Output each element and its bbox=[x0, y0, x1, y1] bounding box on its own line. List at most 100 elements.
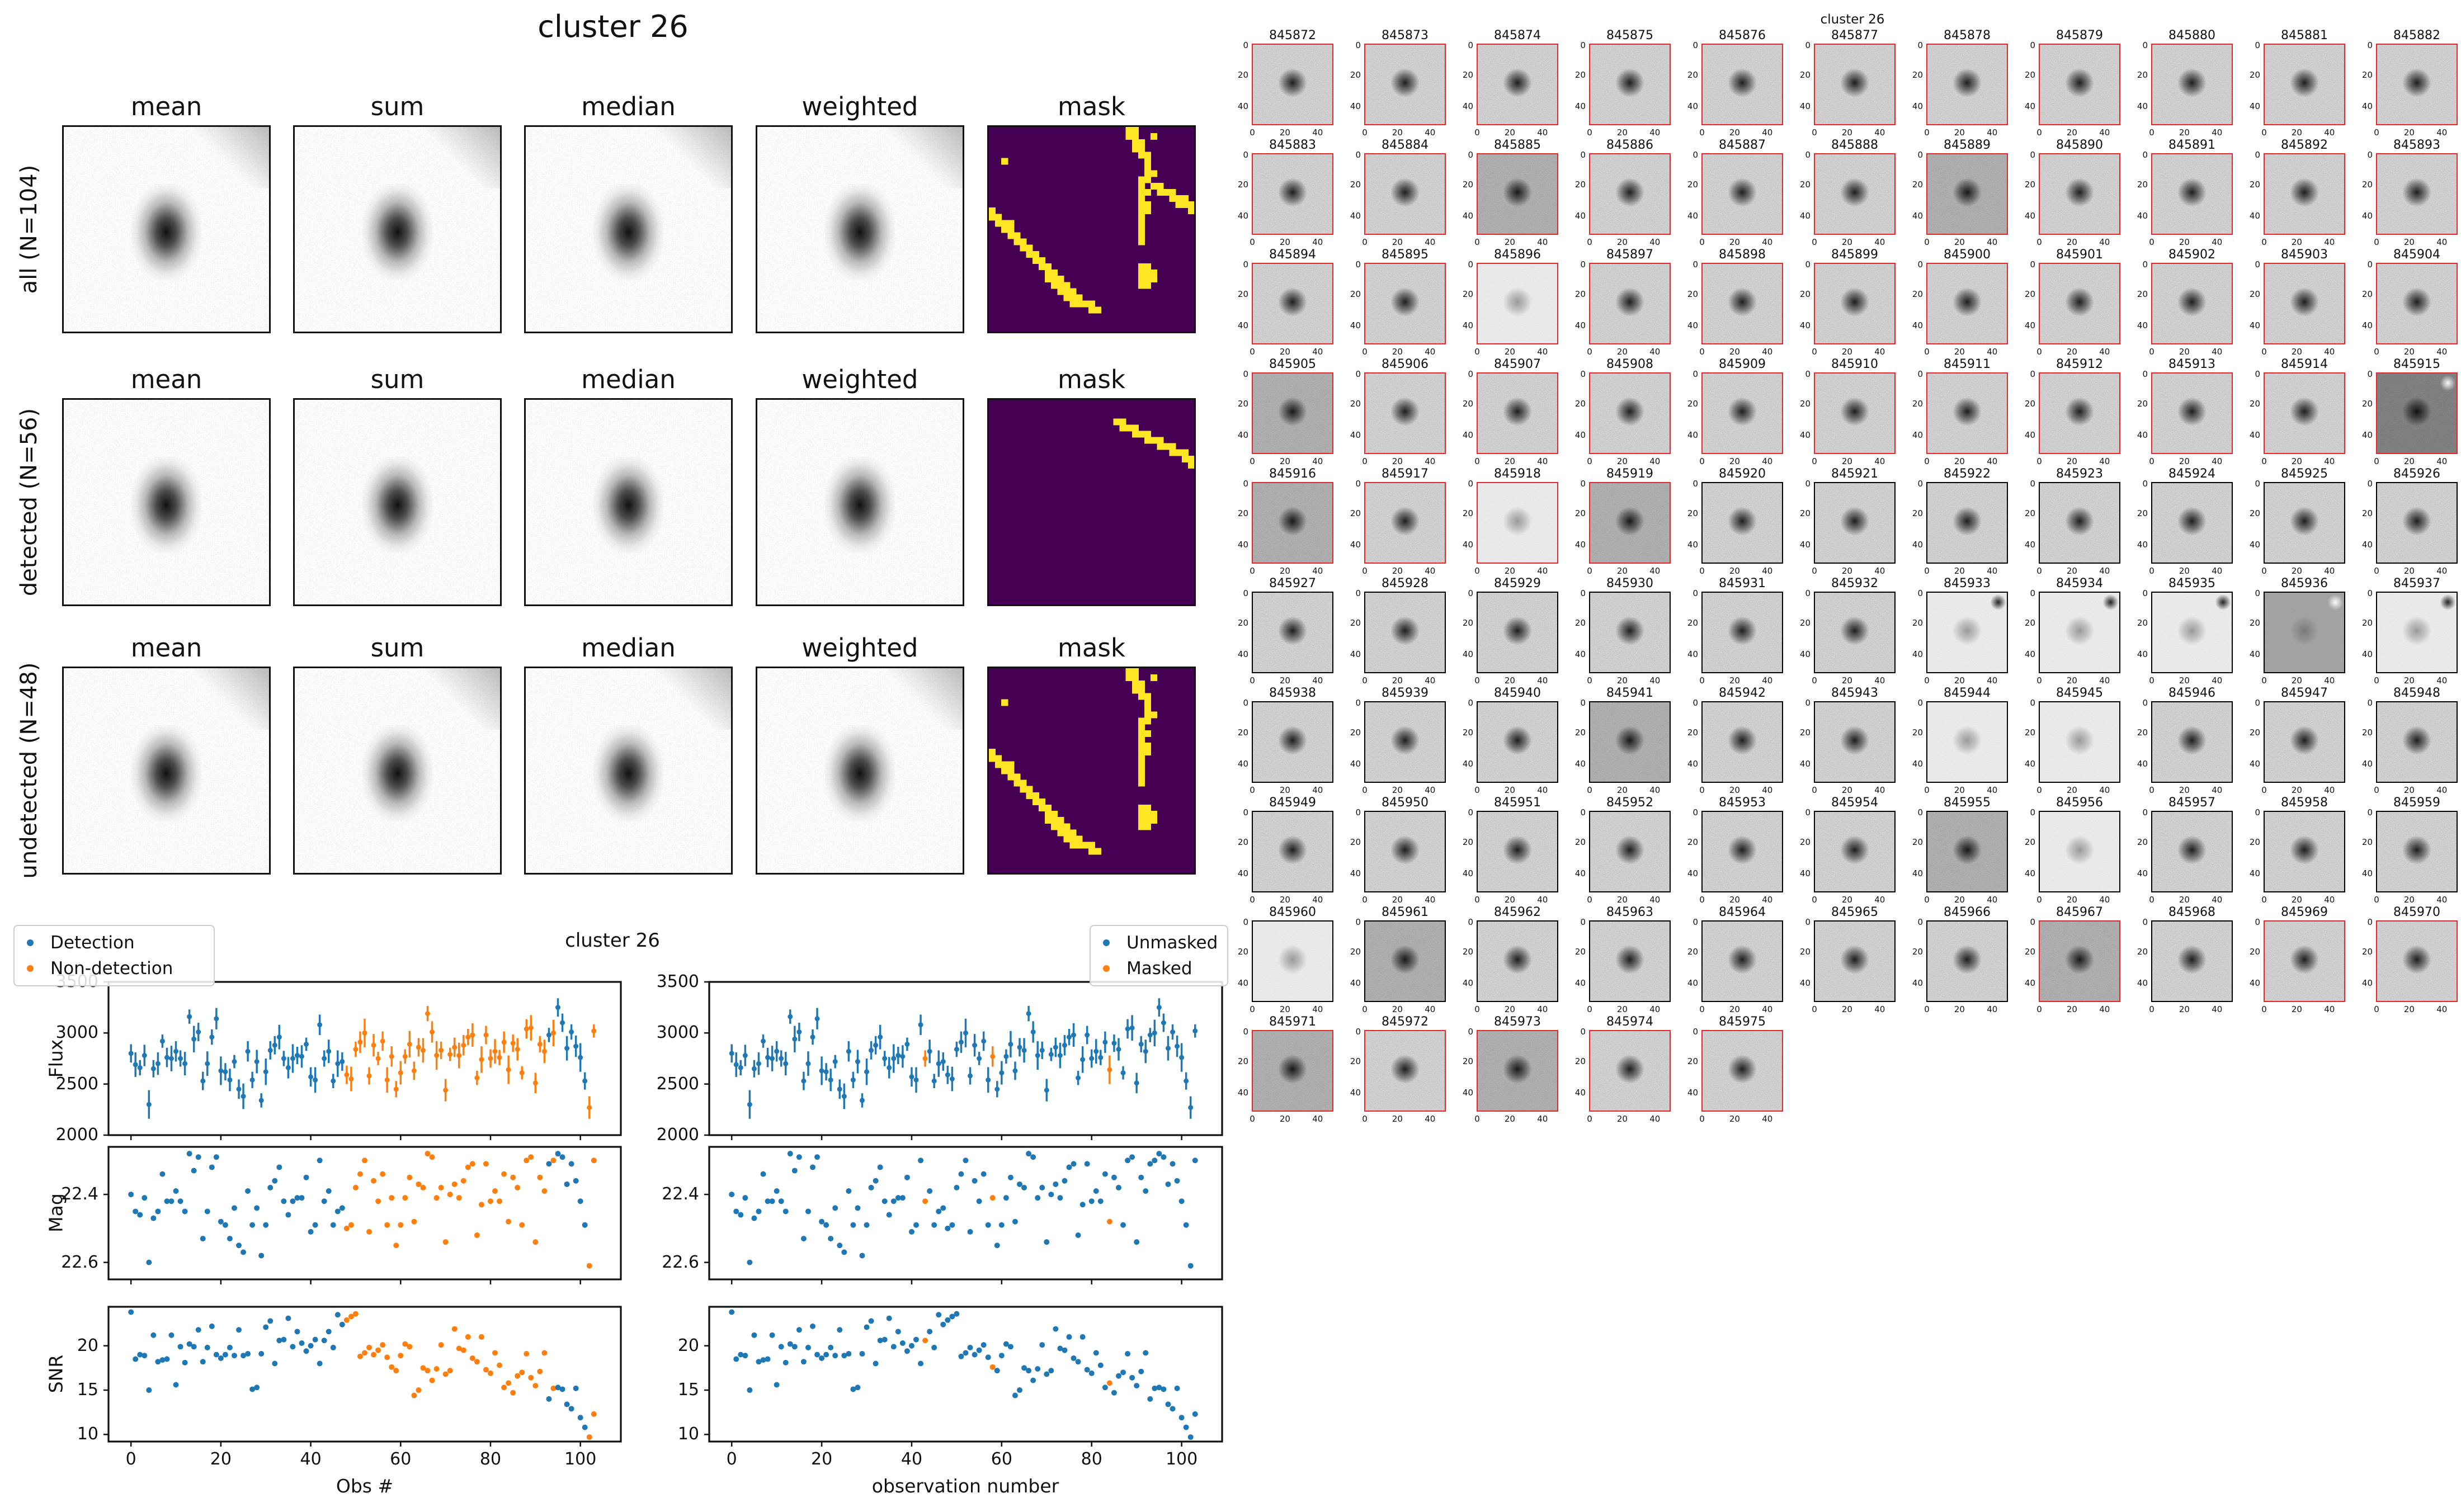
thumb-xtick: 40 bbox=[1762, 127, 1773, 138]
source-blob bbox=[2289, 835, 2319, 866]
thumb-xtick: 0 bbox=[1699, 127, 1705, 138]
thumb-ytick: 40 bbox=[1687, 978, 1698, 989]
thumb-ytick: 20 bbox=[1799, 947, 1811, 957]
thumb-panel-845895 bbox=[1364, 263, 1446, 344]
ytick-label: 2500 bbox=[656, 1074, 699, 1094]
thumb-xtick: 0 bbox=[2261, 347, 2267, 357]
thumb-xtick: 40 bbox=[2324, 675, 2335, 686]
thumb-panel-845915 bbox=[2376, 372, 2458, 454]
stack-col-header-weighted: weighted bbox=[802, 633, 918, 663]
thumb-xtick: 40 bbox=[1649, 127, 1661, 138]
source-blob bbox=[1840, 287, 1870, 318]
source-blob bbox=[1277, 287, 1308, 318]
thumb-xtick: 0 bbox=[1474, 566, 1480, 576]
thumb-ytick: 0 bbox=[1468, 259, 1473, 270]
stack-panel-sum-row3 bbox=[293, 667, 502, 875]
source-blob bbox=[1727, 725, 1757, 756]
stack-panel-median-row1 bbox=[524, 125, 733, 333]
thumb-xtick: 0 bbox=[2261, 675, 2267, 686]
thumb-xtick: 20 bbox=[1616, 675, 1628, 686]
thumb-panel-845956 bbox=[2039, 811, 2120, 892]
thumb-panel-845876 bbox=[1701, 44, 1783, 125]
thumb-title: 845905 bbox=[1269, 357, 1316, 371]
scatter-plot-mask-1 bbox=[704, 1146, 1223, 1284]
thumb-ytick: 20 bbox=[1574, 618, 1586, 629]
ytick-label: 10 bbox=[77, 1424, 98, 1444]
thumb-xtick: 20 bbox=[1504, 237, 1515, 247]
source-blob bbox=[593, 457, 663, 554]
thumb-xtick: 40 bbox=[1425, 347, 1436, 357]
thumb-ytick: 20 bbox=[2024, 70, 2035, 81]
thumb-title: 845907 bbox=[1494, 357, 1541, 371]
thumb-panel-845974 bbox=[1589, 1030, 1671, 1112]
thumb-ytick: 0 bbox=[1917, 807, 1923, 818]
thumb-ytick: 0 bbox=[1692, 1026, 1698, 1037]
thumb-ytick: 40 bbox=[1462, 649, 1473, 660]
thumb-xtick: 0 bbox=[1587, 1004, 1592, 1014]
thumb-panel-845948 bbox=[2376, 701, 2458, 783]
thumb-xtick: 0 bbox=[1362, 347, 1368, 357]
stack-panel-mean-row1 bbox=[62, 125, 271, 333]
thumb-panel-845934 bbox=[2039, 592, 2120, 673]
source-blob bbox=[1727, 177, 1757, 208]
source-blob bbox=[1952, 68, 1982, 98]
thumb-title: 845942 bbox=[1719, 686, 1766, 700]
thumb-xtick: 20 bbox=[2066, 127, 2077, 138]
thumb-xtick: 0 bbox=[2036, 127, 2042, 138]
thumb-ytick: 20 bbox=[1574, 179, 1586, 190]
thumb-xtick: 20 bbox=[1841, 1004, 1852, 1014]
thumb-ytick: 0 bbox=[1243, 40, 1248, 50]
thumb-xtick: 20 bbox=[1954, 127, 1965, 138]
detection-legend: Detection Non-detection bbox=[13, 925, 215, 986]
thumb-xtick: 0 bbox=[2036, 1004, 2042, 1014]
thumb-xtick: 40 bbox=[1425, 566, 1436, 576]
thumb-title: 845930 bbox=[1606, 577, 1653, 590]
thumb-ytick: 40 bbox=[1912, 211, 1923, 221]
stack-col-header-mask: mask bbox=[1058, 365, 1125, 394]
thumb-ytick: 40 bbox=[1237, 868, 1248, 879]
thumb-panel-845928 bbox=[1364, 592, 1446, 673]
thumb-xtick: 20 bbox=[2291, 675, 2302, 686]
thumb-panel-845916 bbox=[1252, 482, 1333, 564]
stack-panel-mask-row1 bbox=[987, 125, 1196, 333]
thumb-title: 845945 bbox=[2056, 686, 2103, 700]
thumb-xtick: 20 bbox=[1954, 456, 1965, 466]
thumb-title: 845874 bbox=[1494, 29, 1541, 42]
source-blob bbox=[362, 725, 432, 822]
thumb-xtick: 20 bbox=[1504, 127, 1515, 138]
thumb-xtick: 40 bbox=[2324, 127, 2335, 138]
thumb-xtick: 20 bbox=[1392, 1004, 1403, 1014]
thumb-ytick: 40 bbox=[1462, 868, 1473, 879]
source-blob bbox=[1390, 396, 1420, 427]
masked-legend-label: Masked bbox=[1126, 958, 1192, 979]
source-blob bbox=[1615, 68, 1645, 98]
thumb-ytick: 20 bbox=[1687, 508, 1698, 519]
source-blob bbox=[2177, 177, 2207, 208]
thumb-title: 845939 bbox=[1382, 686, 1428, 700]
thumb-title: 845904 bbox=[2393, 248, 2440, 262]
stack-panel-weighted-row2 bbox=[756, 398, 964, 606]
thumb-xtick: 20 bbox=[1392, 456, 1403, 466]
thumb-xtick: 0 bbox=[1474, 785, 1480, 795]
source-blob bbox=[1390, 1054, 1420, 1085]
source-blob bbox=[2289, 506, 2319, 537]
thumb-ytick: 0 bbox=[2367, 40, 2373, 50]
thumb-xtick: 0 bbox=[1250, 1004, 1255, 1014]
source-blob bbox=[2289, 68, 2319, 98]
thumb-xtick: 40 bbox=[1987, 347, 1998, 357]
stack-panel-weighted-row3 bbox=[756, 667, 964, 875]
thumb-xtick: 20 bbox=[1729, 895, 1740, 905]
thumb-panel-845884 bbox=[1364, 153, 1446, 235]
source-blob bbox=[1840, 725, 1870, 756]
thumb-ytick: 20 bbox=[2361, 399, 2373, 409]
thumb-ytick: 40 bbox=[1350, 211, 1361, 221]
source-blob bbox=[1390, 725, 1420, 756]
thumb-xtick: 0 bbox=[1250, 347, 1255, 357]
thumb-panel-845903 bbox=[2264, 263, 2345, 344]
source-blob bbox=[1390, 287, 1420, 318]
thumb-ytick: 20 bbox=[1574, 399, 1586, 409]
thumb-title: 845896 bbox=[1494, 248, 1541, 262]
thumb-xtick: 0 bbox=[1362, 1114, 1368, 1124]
source-blob bbox=[1615, 835, 1645, 866]
thumb-xtick: 20 bbox=[1504, 895, 1515, 905]
